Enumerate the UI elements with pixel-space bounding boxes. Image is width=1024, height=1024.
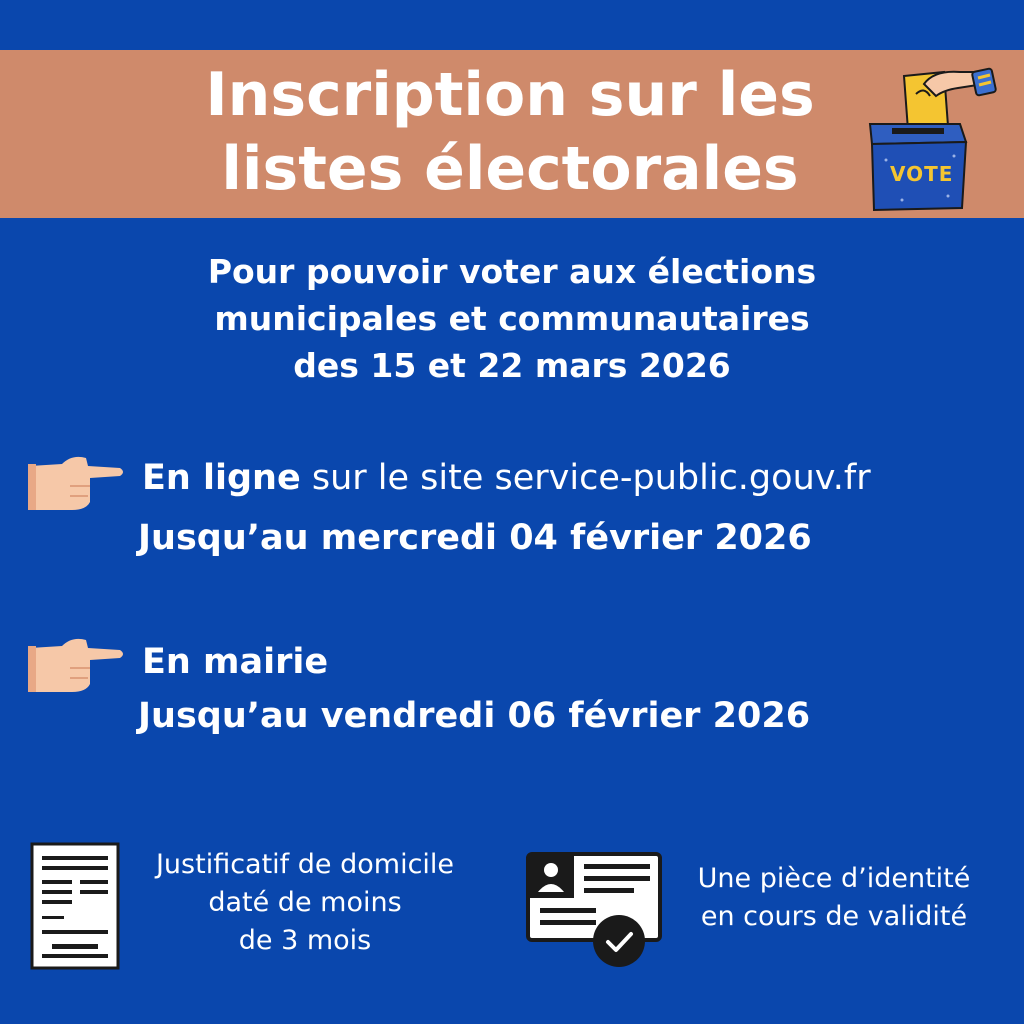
- id-document-caption: Une pièce d’identité en cours de validit…: [664, 860, 1004, 936]
- intro-line-3: des 15 et 22 mars 2026: [293, 346, 731, 385]
- check-icon: [592, 914, 646, 968]
- online-detail: sur le site service-public.gouv.fr: [300, 458, 871, 498]
- intro-line-2: municipales et communautaires: [214, 299, 810, 338]
- id-line-2: en cours de validité: [700, 901, 968, 932]
- id-line-1: Une pièce d’identité: [697, 863, 971, 894]
- online-option: En ligne sur le site service-public.gouv…: [142, 456, 871, 500]
- townhall-deadline: Jusqu’au vendredi 06 février 2026: [138, 696, 811, 736]
- proof-line-1: Justificatif de domicile: [155, 849, 455, 880]
- proof-line-3: de 3 mois: [238, 925, 372, 956]
- id-card-icon: [526, 850, 662, 970]
- proof-of-address-caption: Justificatif de domicile daté de moins d…: [130, 846, 480, 960]
- proof-line-2: daté de moins: [208, 887, 402, 918]
- page-title-line-2: listes électorales: [221, 134, 799, 204]
- page-title-line-1: Inscription sur les: [205, 60, 815, 130]
- online-label: En ligne: [142, 458, 301, 498]
- pointing-hand-icon: [28, 634, 128, 698]
- page-title: Inscription sur les listes électorales: [150, 58, 870, 206]
- ballot-box-icon: VOTE: [862, 64, 1002, 214]
- intro-line-1: Pour pouvoir voter aux élections: [207, 252, 817, 291]
- ballot-box-label: VOTE: [890, 162, 954, 186]
- pointing-hand-icon: [28, 452, 128, 516]
- online-deadline: Jusqu’au mercredi 04 février 2026: [138, 518, 812, 558]
- election-intro: Pour pouvoir voter aux élections municip…: [110, 248, 914, 389]
- title-banner: [0, 50, 1024, 218]
- document-icon: [28, 840, 122, 972]
- townhall-label: En mairie: [142, 642, 329, 682]
